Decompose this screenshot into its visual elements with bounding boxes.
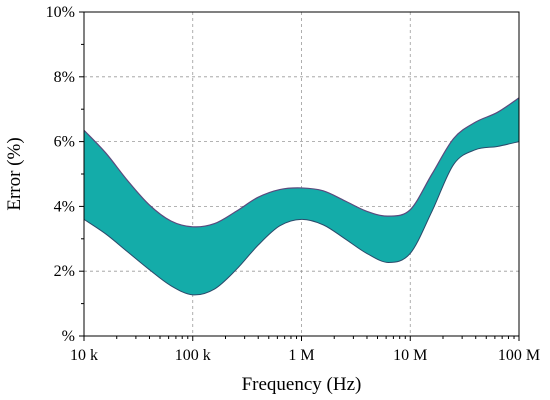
y-tick-label: 10% [46, 4, 75, 21]
grid-lines [84, 12, 519, 336]
upper-bound-line [83, 97, 520, 228]
error-band-area [84, 97, 519, 295]
x-tick-label: 100 M [498, 347, 540, 364]
y-tick-labels: % 2% 4% 6% 8% 10% [46, 4, 75, 345]
x-tick-labels: 10 k 100 k 1 M 10 M 100 M [70, 347, 540, 364]
y-tick-label: 6% [54, 134, 75, 151]
x-tick-label: 100 k [175, 347, 211, 364]
y-axis-title: Error (%) [4, 137, 25, 210]
y-tick-label: 2% [54, 263, 75, 280]
y-tick-label: % [62, 328, 75, 345]
lower-bound-line [83, 141, 520, 296]
tick-marks [79, 11, 520, 341]
y-tick-label: 8% [54, 69, 75, 86]
x-tick-label: 1 M [288, 347, 314, 364]
x-tick-label: 10 k [70, 347, 98, 364]
x-axis-title: Frequency (Hz) [242, 374, 362, 395]
x-tick-label: 10 M [393, 347, 427, 364]
y-tick-label: 4% [54, 198, 75, 215]
